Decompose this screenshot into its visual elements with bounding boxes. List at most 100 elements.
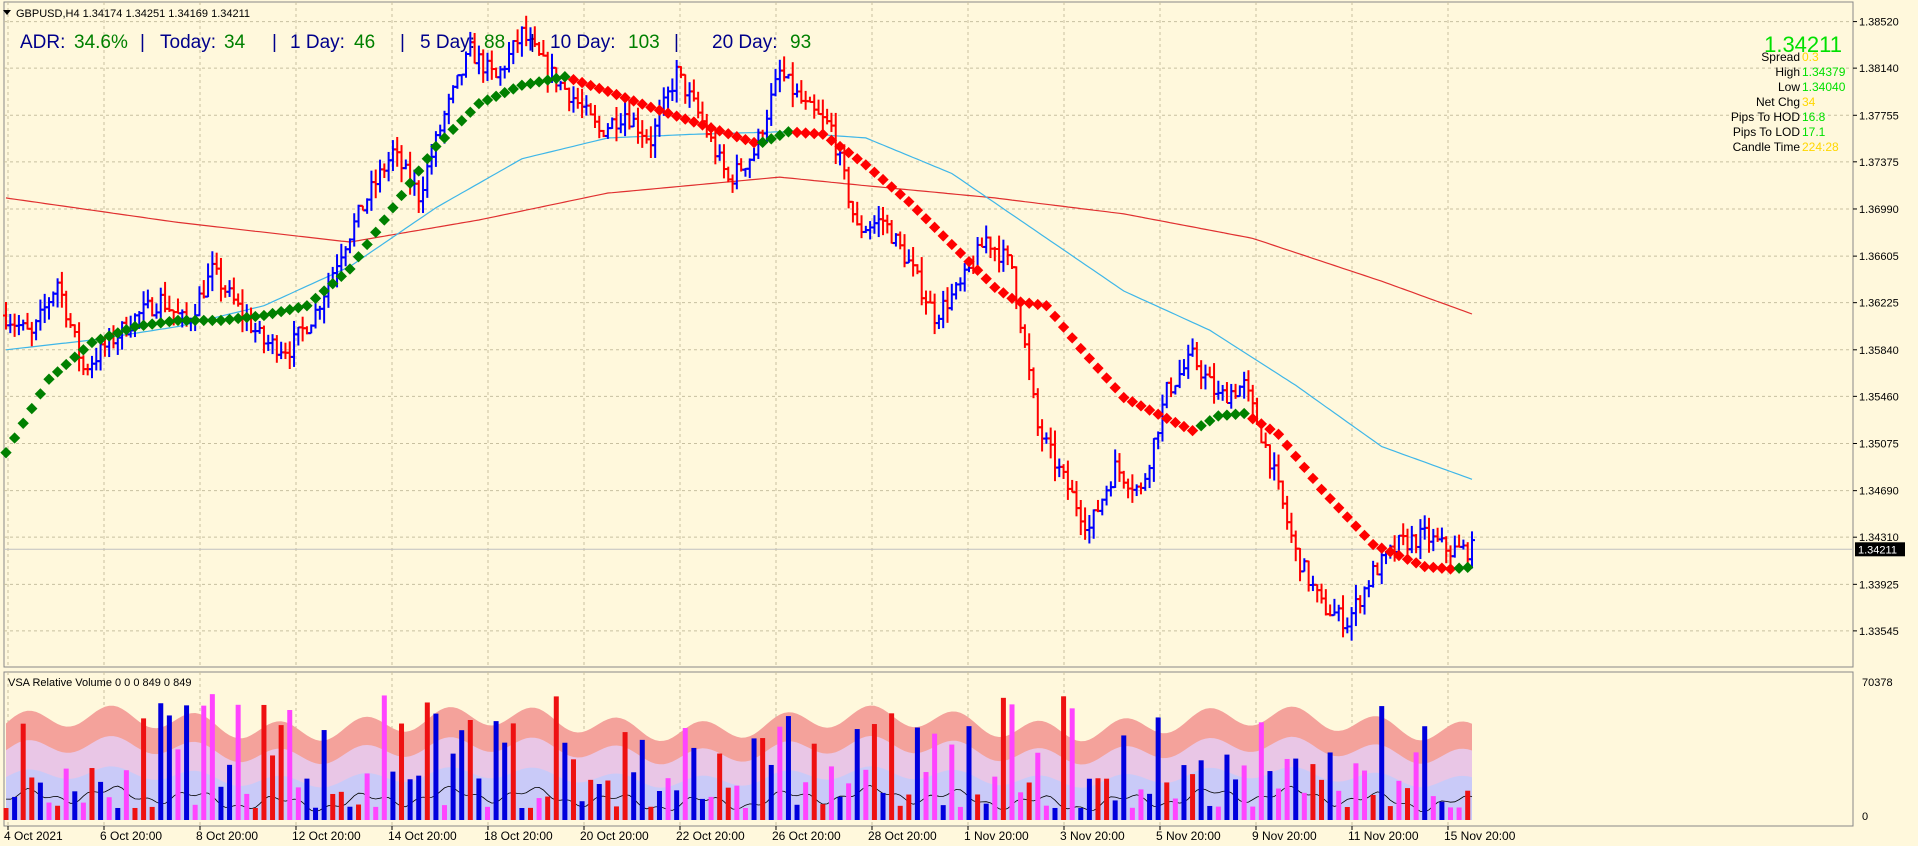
volume-bar bbox=[1370, 794, 1376, 820]
volume-bar bbox=[1448, 807, 1454, 820]
volume-bar bbox=[837, 796, 843, 820]
volume-bar bbox=[12, 796, 18, 820]
trend-marker bbox=[387, 202, 399, 214]
volume-bar bbox=[751, 738, 757, 820]
trend-marker bbox=[774, 129, 786, 141]
volume-bar bbox=[37, 782, 43, 820]
trend-marker bbox=[1367, 538, 1379, 551]
volume-bar bbox=[1104, 778, 1110, 820]
trend-marker bbox=[1212, 410, 1225, 422]
trend-marker bbox=[928, 221, 941, 233]
volume-bar bbox=[485, 806, 491, 820]
separator: | bbox=[530, 32, 535, 53]
volume-bar bbox=[295, 787, 301, 820]
info-row-label: Pips To HOD bbox=[1731, 110, 1800, 124]
trend-marker bbox=[1264, 423, 1276, 435]
trend-marker bbox=[361, 238, 373, 251]
trend-marker bbox=[344, 263, 356, 275]
info-row-label: Pips To LOD bbox=[1733, 125, 1800, 139]
volume-bar bbox=[846, 783, 852, 820]
current-price-label: 1.34211 bbox=[1858, 544, 1897, 556]
volume-bar bbox=[89, 768, 95, 820]
day20-label: 20 Day: bbox=[712, 32, 777, 53]
trend-marker bbox=[799, 127, 812, 139]
time-tick-label: 15 Nov 20:00 bbox=[1444, 829, 1516, 843]
volume-bar bbox=[433, 713, 439, 820]
trend-marker bbox=[421, 153, 433, 165]
volume-bar bbox=[1181, 765, 1187, 820]
volume-bar bbox=[244, 793, 250, 820]
volume-bar bbox=[1207, 805, 1213, 820]
volume-bar bbox=[29, 777, 35, 820]
volume-bar bbox=[880, 792, 886, 820]
trend-marker bbox=[1195, 420, 1207, 432]
trend-marker bbox=[137, 319, 150, 331]
volume-bar bbox=[1043, 805, 1049, 820]
trend-marker bbox=[1290, 450, 1302, 463]
separator: | bbox=[272, 32, 277, 53]
trend-marker bbox=[1135, 400, 1147, 412]
time-tick-label: 8 Oct 20:00 bbox=[196, 829, 258, 843]
volume-bar bbox=[1422, 726, 1428, 820]
volume-bar bbox=[235, 704, 241, 820]
day10-value: 103 bbox=[628, 32, 660, 53]
trend-marker bbox=[1126, 396, 1139, 408]
volume-bar bbox=[1018, 792, 1024, 820]
trend-marker bbox=[1204, 415, 1216, 427]
trend-marker bbox=[903, 195, 915, 208]
trend-marker bbox=[180, 314, 193, 327]
volume-bar bbox=[1396, 780, 1402, 820]
info-row-label: Candle Time bbox=[1733, 140, 1801, 154]
day20-value: 93 bbox=[790, 32, 811, 53]
current-price-box bbox=[1855, 542, 1905, 557]
separator: | bbox=[140, 32, 145, 53]
trend-marker bbox=[1350, 520, 1362, 532]
trend-marker bbox=[868, 166, 881, 178]
volume-bar bbox=[192, 804, 198, 820]
volume-bar bbox=[1405, 788, 1411, 820]
volume-bar bbox=[785, 716, 791, 820]
trend-marker bbox=[842, 146, 855, 159]
today-value: 34 bbox=[224, 32, 246, 53]
volume-bar bbox=[1233, 779, 1239, 820]
trend-marker bbox=[791, 126, 803, 139]
trend-marker bbox=[1169, 416, 1182, 429]
volume-bar bbox=[55, 805, 61, 820]
volume-bar bbox=[966, 726, 972, 820]
trend-marker bbox=[946, 238, 958, 251]
volume-bar bbox=[3, 808, 9, 820]
trend-marker bbox=[1118, 391, 1130, 404]
trend-marker bbox=[756, 136, 769, 148]
volume-bar bbox=[1336, 790, 1342, 820]
trend-marker bbox=[1066, 332, 1078, 344]
volume-bar bbox=[63, 768, 69, 820]
volume-bar bbox=[510, 723, 516, 820]
adr-readout: ADR: 34.6% | Today: 34 | 1 Day: 46 | 5 D… bbox=[20, 32, 811, 53]
trend-marker bbox=[937, 230, 949, 242]
volume-bar bbox=[579, 801, 585, 820]
trend-marker bbox=[232, 312, 244, 325]
trend-marker bbox=[335, 270, 347, 282]
volume-bar bbox=[1327, 752, 1333, 820]
volume-bar bbox=[699, 798, 705, 820]
volume-bar bbox=[356, 804, 362, 820]
volume-bar bbox=[760, 738, 766, 820]
volume-bar bbox=[983, 803, 989, 820]
trend-marker bbox=[713, 125, 726, 137]
time-tick-label: 3 Nov 20:00 bbox=[1060, 829, 1125, 843]
time-tick-label: 22 Oct 20:00 bbox=[676, 829, 745, 843]
volume-bar bbox=[321, 730, 327, 820]
time-tick-label: 1 Nov 20:00 bbox=[964, 829, 1029, 843]
trend-marker bbox=[920, 213, 932, 225]
volume-bar bbox=[80, 802, 86, 820]
volume-min-label: 0 bbox=[1862, 811, 1868, 823]
day5-value: 88 bbox=[484, 32, 505, 53]
volume-bar bbox=[1267, 771, 1273, 820]
volume-bar bbox=[665, 778, 671, 820]
menu-arrow-icon[interactable] bbox=[3, 10, 11, 15]
volume-bar bbox=[1465, 790, 1471, 820]
separator: | bbox=[674, 32, 679, 53]
volume-bar bbox=[304, 778, 310, 820]
